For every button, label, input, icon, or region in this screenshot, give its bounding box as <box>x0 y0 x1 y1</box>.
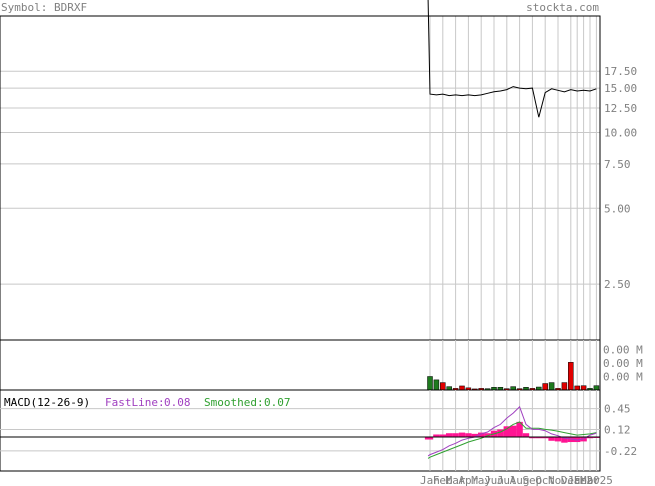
macd-panel: MACD(12-26-9) FastLine: 0.08 Smoothed: 0… <box>0 389 637 472</box>
volume-bar <box>510 386 516 391</box>
price-axis-ticks: 17.50 15.00 12.50 10.00 7.50 5.00 2.50 <box>604 65 637 291</box>
macd-tick-label: 0.45 <box>604 403 631 416</box>
macd-tick-label: 0.12 <box>604 423 631 436</box>
macd-histogram-bar <box>426 437 434 440</box>
price-tick-label: 5.00 <box>604 202 631 215</box>
volume-frame <box>0 339 601 391</box>
macd-histogram-bar <box>529 437 536 439</box>
macd-histogram-bar <box>433 434 440 437</box>
macd-tick-label: -0.22 <box>604 445 637 458</box>
volume-bar <box>440 382 446 391</box>
volume-bar <box>593 385 600 391</box>
macd-month-gridlines <box>429 390 597 471</box>
volume-panel: 0.00 M0.00 M0.00 M <box>0 339 643 391</box>
macd-histogram-bar <box>503 426 510 437</box>
x-axis-label: Aug <box>510 474 530 486</box>
volume-tick-label: 0.00 M <box>603 371 643 384</box>
symbol-label: Symbol: BDRXF <box>1 1 87 14</box>
price-gridlines <box>0 70 600 285</box>
macd-histogram-bar <box>574 437 581 443</box>
macd-histogram-bar <box>522 433 530 437</box>
x-axis-label: Jan <box>567 474 587 486</box>
macd-smoothed-label: Smoothed: <box>204 396 264 409</box>
x-axis-label: Jun <box>484 474 504 486</box>
volume-bar <box>459 385 465 391</box>
macd-fast-line <box>427 405 597 457</box>
x-axis-label: Jan <box>420 474 440 486</box>
price-series-line <box>427 0 597 118</box>
macd-histogram-bar <box>465 433 472 437</box>
volume-bar <box>580 385 587 391</box>
macd-histogram-bar <box>452 433 459 437</box>
x-axis-label: Dec <box>561 474 581 486</box>
price-panel: 17.50 15.00 12.50 10.00 7.50 5.00 2.50 <box>0 0 637 341</box>
x-axis-label: Mar <box>446 474 466 486</box>
month-gridlines <box>429 16 597 340</box>
macd-title: MACD(12-26-9) <box>4 396 90 409</box>
macd-histogram-bar <box>497 429 504 437</box>
price-tick-label: 15.00 <box>604 82 637 95</box>
volume-bar <box>568 362 574 391</box>
volume-month-gridlines <box>429 340 597 390</box>
x-axis-label: 2025 <box>586 474 613 486</box>
price-tick-label: 7.50 <box>604 158 631 171</box>
macd-smoothed-value: 0.07 <box>264 396 291 409</box>
x-axis-label: May <box>471 474 491 486</box>
volume-bar <box>561 382 568 391</box>
macd-histogram-bar <box>561 437 568 443</box>
volume-axis-ticks: 0.00 M0.00 M0.00 M <box>603 344 643 384</box>
volume-tick-label: 0.00 M <box>603 344 643 357</box>
x-axis-label: Oct <box>535 474 555 486</box>
macd-histogram-bar <box>567 437 574 443</box>
macd-fast-value: 0.08 <box>164 396 191 409</box>
macd-histogram-bar <box>510 425 517 437</box>
volume-bar <box>548 382 555 391</box>
macd-histogram-bar <box>484 433 491 437</box>
x-axis-label: Mar <box>580 474 600 486</box>
price-frame <box>0 15 601 341</box>
macd-axis-ticks: 0.45 0.12 -0.22 <box>604 403 637 458</box>
x-axis-label: Jul <box>497 474 517 486</box>
price-tick-label: 12.50 <box>604 102 637 115</box>
macd-histogram-bar <box>548 437 555 441</box>
volume-bar <box>446 386 452 391</box>
macd-histogram-bar <box>516 421 523 437</box>
volume-bars <box>427 362 600 391</box>
macd-histogram-bar <box>446 433 453 437</box>
macd-histogram-bar <box>554 437 562 442</box>
macd-histogram-bar <box>542 437 549 439</box>
macd-histogram-bar <box>458 432 466 437</box>
macd-histogram-bar <box>439 434 446 437</box>
macd-fast-label: FastLine: <box>105 396 165 409</box>
macd-histogram-bar <box>478 432 485 437</box>
macd-frame <box>0 389 601 472</box>
x-axis-label: Nov <box>548 474 568 486</box>
volume-bar <box>433 379 440 391</box>
x-axis-label: Feb <box>574 474 594 486</box>
price-tick-label: 10.00 <box>604 126 637 139</box>
volume-bar <box>574 385 580 391</box>
macd-histogram-bar <box>471 433 478 437</box>
x-axis-labels: JanFebMarAprMayJunJulAugSepOctNovDecJanF… <box>420 474 613 486</box>
volume-bar <box>427 376 433 391</box>
macd-histogram-bar <box>586 437 594 439</box>
x-axis-label: Feb <box>433 474 453 486</box>
x-axis-label: Sep <box>522 474 542 486</box>
site-label: stockta.com <box>526 1 599 14</box>
price-tick-label: 2.50 <box>604 278 631 291</box>
volume-tick-label: 0.00 M <box>603 357 643 370</box>
macd-histogram-bar <box>535 437 542 439</box>
price-tick-label: 17.50 <box>604 65 637 78</box>
x-axis-label: Apr <box>458 474 478 486</box>
volume-bar <box>542 383 548 391</box>
macd-smoothed-line <box>427 421 597 459</box>
